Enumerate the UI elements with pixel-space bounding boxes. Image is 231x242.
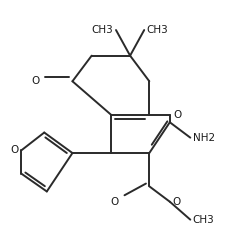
Text: O: O <box>31 76 39 86</box>
Text: CH3: CH3 <box>192 215 214 225</box>
Text: O: O <box>172 197 180 207</box>
Text: CH3: CH3 <box>146 25 168 35</box>
Text: O: O <box>110 197 118 207</box>
Text: NH2: NH2 <box>192 133 214 143</box>
Text: CH3: CH3 <box>91 25 113 35</box>
Text: O: O <box>173 110 181 120</box>
Text: O: O <box>10 145 18 155</box>
